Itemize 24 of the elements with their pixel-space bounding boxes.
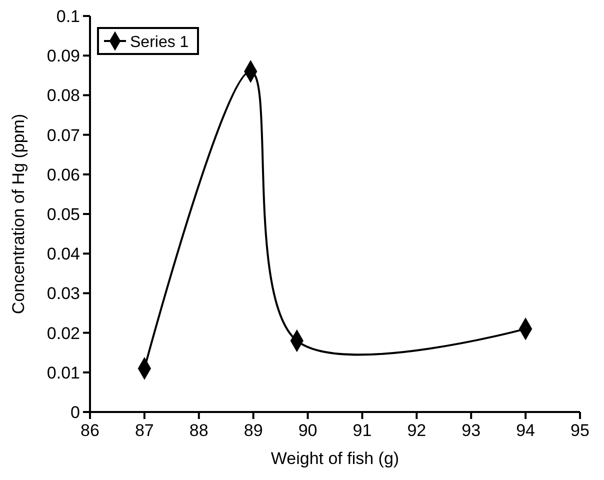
- y-tick-label: 0.07: [46, 126, 80, 145]
- y-tick-label: 0.04: [46, 244, 80, 264]
- y-tick-label: 0.09: [46, 46, 80, 66]
- x-tick-label: 92: [407, 421, 426, 440]
- y-axis-title: Concentration of Hg (ppm): [9, 114, 28, 314]
- x-tick-label: 89: [244, 421, 263, 440]
- x-tick-label: 88: [189, 421, 208, 440]
- y-tick-label: 0.03: [46, 284, 80, 304]
- y-tick-label: 0.05: [46, 205, 80, 224]
- x-tick-label: 95: [570, 421, 590, 440]
- x-tick-label: 94: [516, 421, 536, 440]
- y-tick-label: 0.06: [46, 165, 80, 184]
- x-tick-label: 93: [462, 421, 481, 440]
- y-tick-label: 0.01: [46, 363, 80, 382]
- y-tick-label: 0.1: [56, 7, 80, 26]
- y-tick-label: 0: [70, 403, 80, 422]
- x-axis-title: Weight of fish (g): [270, 449, 400, 468]
- y-tick-label: 0.02: [46, 324, 80, 343]
- x-tick-label: 90: [298, 421, 318, 440]
- x-tick-label: 91: [352, 421, 372, 440]
- x-tick-label: 87: [134, 421, 154, 440]
- legend-label: Series 1: [130, 34, 189, 51]
- x-tick-label: 86: [80, 421, 100, 440]
- y-tick-label: 0.08: [46, 86, 80, 106]
